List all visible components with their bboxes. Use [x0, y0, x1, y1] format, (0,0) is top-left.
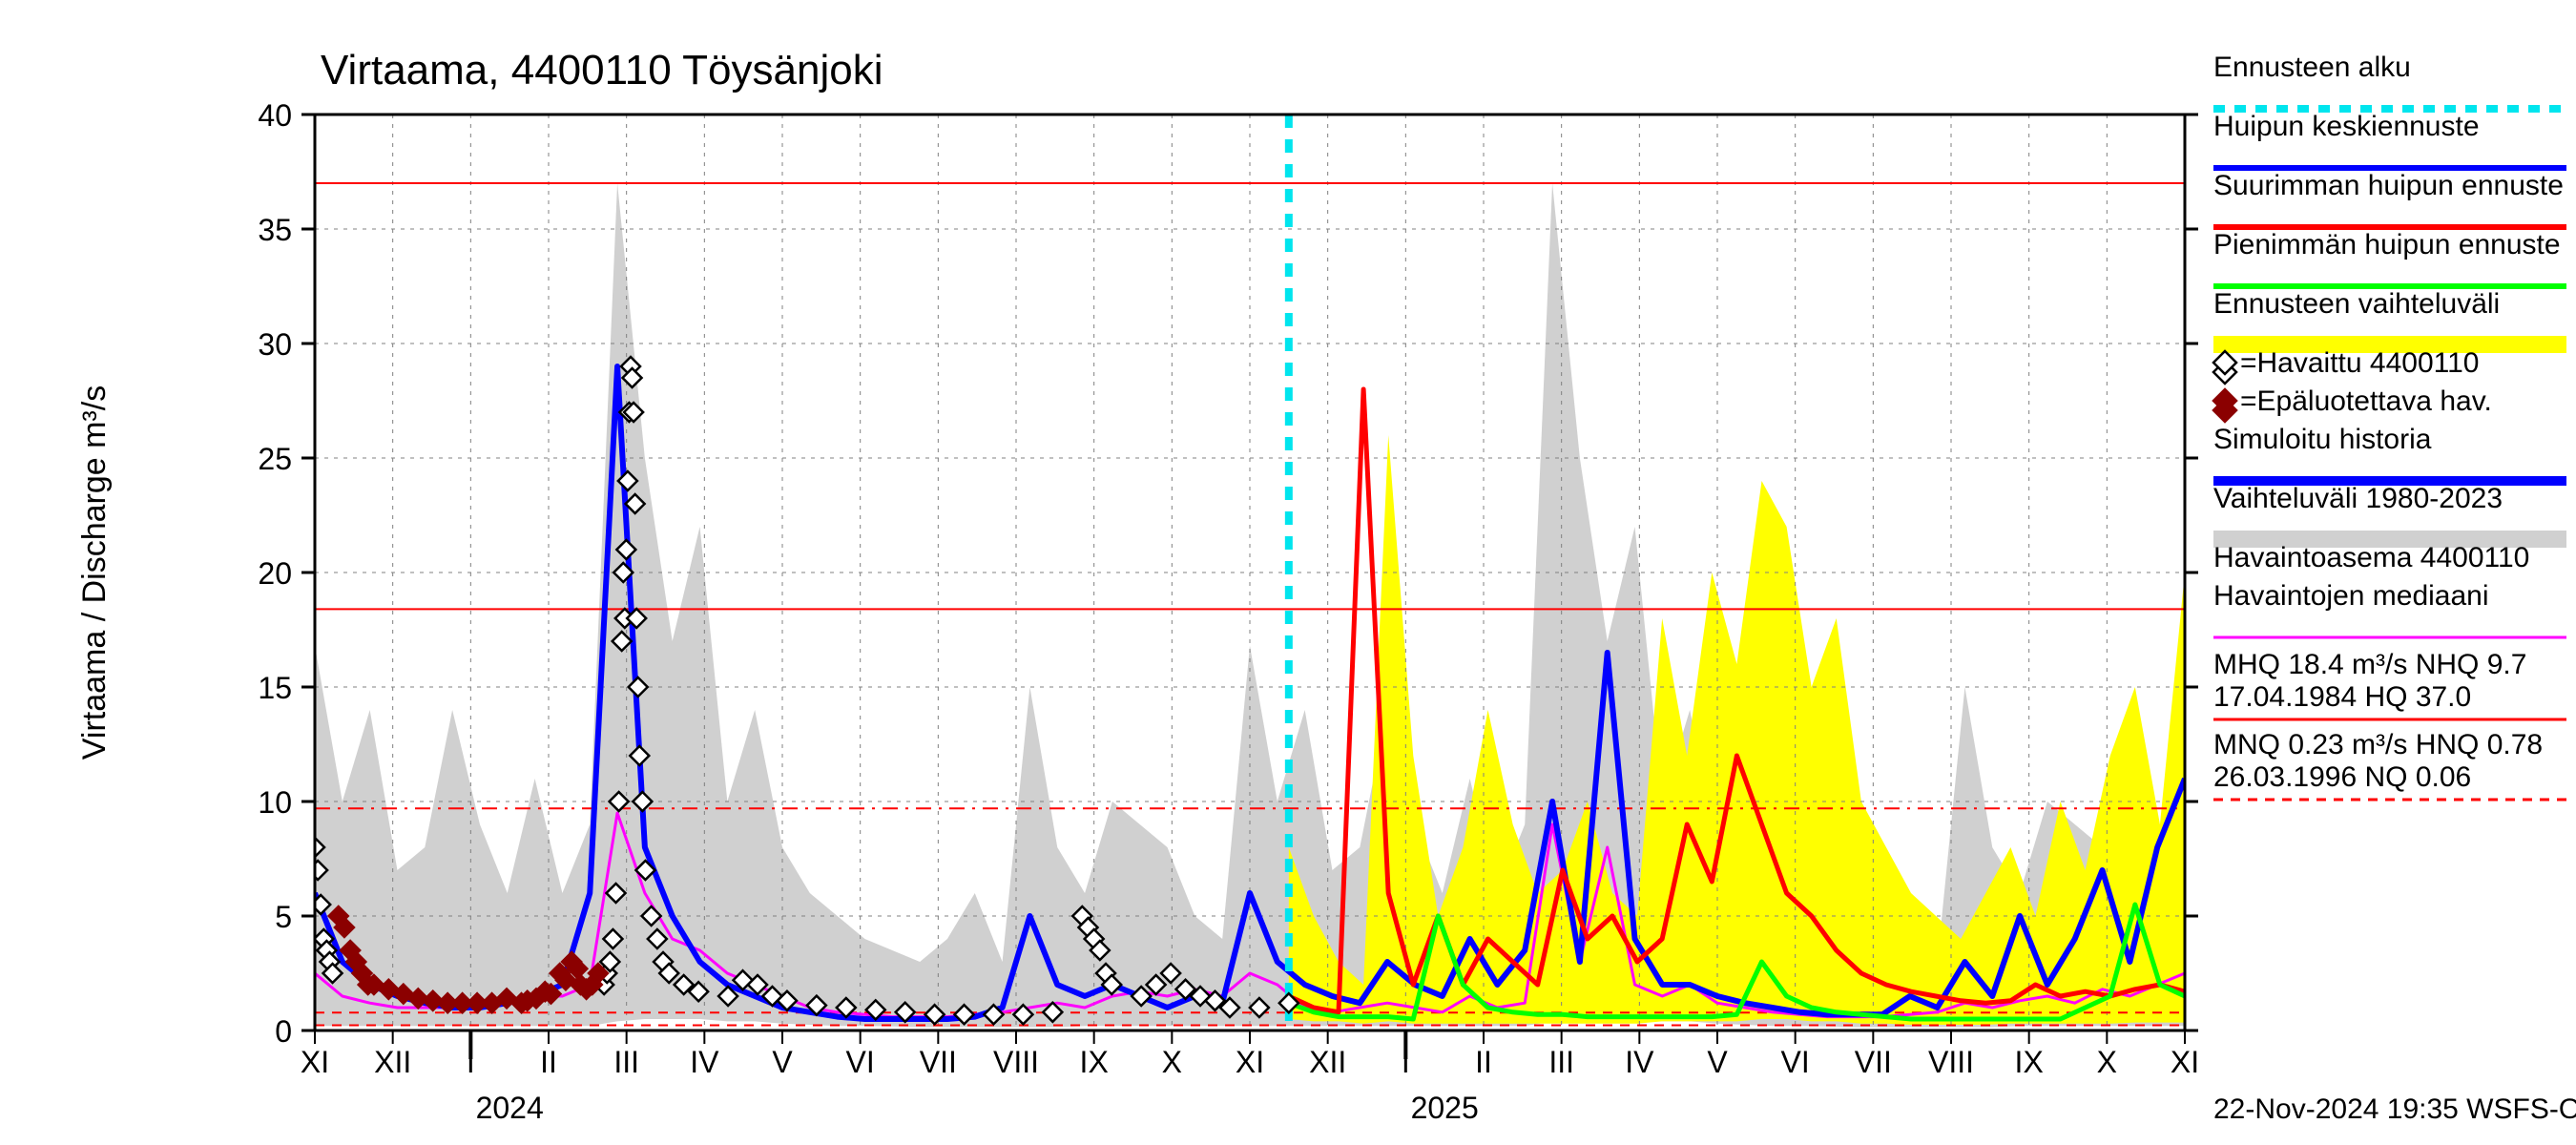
footer-timestamp: 22-Nov-2024 19:35 WSFS-O [2213, 1093, 2576, 1125]
discharge-chart: 0510152025303540XIXIIIIIIIIIVVVIVIIVIIII… [0, 0, 2576, 1145]
svg-text:15: 15 [258, 671, 292, 705]
svg-text:II: II [1475, 1045, 1492, 1079]
svg-text:VII: VII [1855, 1045, 1892, 1079]
svg-text:XII: XII [374, 1045, 411, 1079]
svg-text:VI: VI [1781, 1045, 1810, 1079]
stat-mhq: MHQ 18.4 m³/s NHQ 9.7 [2213, 649, 2526, 680]
svg-text:III: III [1548, 1045, 1574, 1079]
svg-text:35: 35 [258, 213, 292, 247]
legend-label-median: Havaintojen mediaani [2213, 580, 2489, 612]
stat-nq: 26.03.1996 NQ 0.06 [2213, 761, 2471, 793]
legend-label-station: Havaintoasema 4400110 [2213, 542, 2529, 573]
svg-text:2024: 2024 [476, 1091, 544, 1125]
svg-text:V: V [1707, 1045, 1728, 1079]
legend-label-observed: =Havaittu 4400110 [2240, 347, 2479, 379]
svg-text:IV: IV [1625, 1045, 1654, 1079]
svg-text:10: 10 [258, 785, 292, 820]
svg-text:VI: VI [846, 1045, 875, 1079]
svg-text:25: 25 [258, 442, 292, 476]
svg-text:XI: XI [301, 1045, 329, 1079]
svg-text:X: X [1162, 1045, 1182, 1079]
svg-text:IX: IX [2015, 1045, 2044, 1079]
svg-text:IX: IX [1080, 1045, 1109, 1079]
svg-text:VIII: VIII [993, 1045, 1039, 1079]
legend-label-unreliable: =Epäluotettava hav. [2240, 385, 2492, 417]
svg-text:40: 40 [258, 98, 292, 133]
svg-text:5: 5 [275, 900, 292, 934]
legend-label-peak_min: Pienimmän huipun ennuste [2213, 229, 2561, 260]
svg-text:III: III [613, 1045, 639, 1079]
legend-label-forecast_start: Ennusteen alku [2213, 52, 2411, 83]
legend-label-peak_mean: Huipun keskiennuste [2213, 111, 2480, 142]
svg-text:II: II [540, 1045, 557, 1079]
svg-text:IV: IV [690, 1045, 719, 1079]
svg-text:30: 30 [258, 327, 292, 362]
y-axis-label: Virtaama / Discharge m³/s [76, 385, 113, 760]
legend-label-hist_range: Vaihteluväli 1980-2023 [2213, 483, 2503, 514]
svg-text:20: 20 [258, 556, 292, 591]
svg-text:V: V [772, 1045, 793, 1079]
stat-mnq: MNQ 0.23 m³/s HNQ 0.78 [2213, 729, 2543, 760]
stat-hq: 17.04.1984 HQ 37.0 [2213, 681, 2471, 713]
legend-label-sim_hist: Simuloitu historia [2213, 424, 2432, 455]
svg-text:VIII: VIII [1928, 1045, 1974, 1079]
chart-svg: 0510152025303540XIXIIIIIIIIIVVVIVIIVIIII… [0, 0, 2576, 1145]
legend-label-forecast_range: Ennusteen vaihteluväli [2213, 288, 2500, 320]
svg-text:2025: 2025 [1411, 1091, 1479, 1125]
svg-text:XI: XI [2171, 1045, 2199, 1079]
svg-text:XI: XI [1236, 1045, 1264, 1079]
svg-text:0: 0 [275, 1014, 292, 1049]
legend-label-peak_max: Suurimman huipun ennuste [2213, 170, 2564, 201]
svg-text:XII: XII [1309, 1045, 1346, 1079]
chart-title: Virtaama, 4400110 Töysänjoki [321, 47, 883, 94]
svg-text:VII: VII [920, 1045, 957, 1079]
svg-text:X: X [2097, 1045, 2117, 1079]
